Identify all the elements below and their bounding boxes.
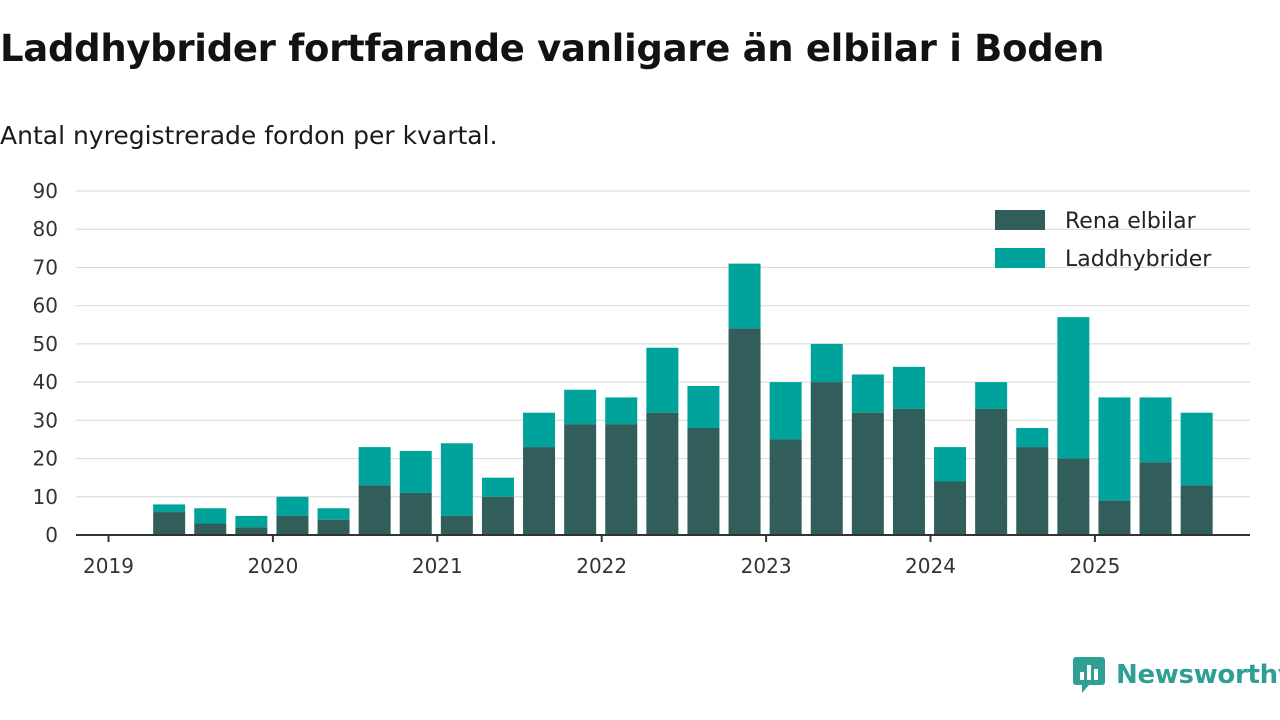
legend-label-laddhybrider: Laddhybrider bbox=[1065, 247, 1212, 272]
bar-laddhybrider bbox=[851, 374, 884, 413]
bar-laddhybrider bbox=[934, 447, 967, 482]
y-tick-label: 70 bbox=[33, 255, 58, 279]
bar-rena-elbilar bbox=[769, 439, 802, 535]
bar-rena-elbilar bbox=[153, 512, 186, 535]
bar-rena-elbilar bbox=[399, 492, 432, 535]
bar-rena-elbilar bbox=[728, 328, 761, 535]
x-tick-label: 2024 bbox=[905, 554, 956, 578]
bar-rena-elbilar bbox=[481, 496, 514, 535]
bar-laddhybrider bbox=[769, 382, 802, 440]
bar-laddhybrider bbox=[481, 477, 514, 497]
x-tick-label: 2021 bbox=[412, 554, 463, 578]
y-tick-label: 50 bbox=[33, 332, 58, 356]
bar-rena-elbilar bbox=[1016, 447, 1049, 535]
bar-laddhybrider bbox=[1180, 412, 1213, 486]
bar-laddhybrider bbox=[1016, 427, 1049, 448]
brand-logo: Newsworthy bbox=[1072, 654, 1280, 696]
bar-rena-elbilar bbox=[1180, 485, 1213, 535]
bar-laddhybrider bbox=[975, 382, 1008, 409]
bar-laddhybrider bbox=[605, 397, 638, 425]
bar-laddhybrider bbox=[523, 412, 556, 448]
bar-laddhybrider bbox=[810, 343, 843, 383]
bar-rena-elbilar bbox=[235, 527, 268, 535]
bar-laddhybrider bbox=[317, 508, 350, 520]
x-tick-label: 2023 bbox=[741, 554, 792, 578]
bar-rena-elbilar bbox=[1139, 462, 1172, 535]
bar-laddhybrider bbox=[440, 443, 473, 516]
bar-rena-elbilar bbox=[564, 424, 597, 535]
y-tick-label: 20 bbox=[33, 447, 58, 471]
bar-laddhybrider bbox=[1057, 317, 1090, 459]
bar-rena-elbilar bbox=[892, 408, 925, 535]
bar-laddhybrider bbox=[564, 389, 597, 425]
stacked-bar-chart: 0 10 20 30 40 50 60 70 80 90 2019 2020 2021 2022 2023 2… bbox=[33, 179, 1250, 578]
x-tick-label: 2019 bbox=[83, 554, 134, 578]
bar-laddhybrider bbox=[646, 347, 679, 413]
bar-laddhybrider bbox=[728, 263, 761, 329]
brand-name: Newsworthy bbox=[1116, 660, 1280, 690]
bar-rena-elbilar bbox=[810, 382, 843, 535]
bar-laddhybrider bbox=[153, 504, 186, 513]
y-tick-label: 60 bbox=[33, 294, 58, 318]
bar-rena-elbilar bbox=[975, 408, 1008, 535]
legend-swatch-laddhybrider bbox=[995, 248, 1045, 268]
bar-laddhybrider bbox=[399, 450, 432, 493]
y-tick-label: 10 bbox=[33, 485, 58, 509]
x-tick-label: 2022 bbox=[576, 554, 627, 578]
x-tick-label: 2020 bbox=[247, 554, 298, 578]
bar-rena-elbilar bbox=[194, 523, 227, 535]
bar-rena-elbilar bbox=[687, 427, 720, 535]
bar-laddhybrider bbox=[194, 508, 227, 524]
bar-rena-elbilar bbox=[440, 515, 473, 535]
bar-laddhybrider bbox=[358, 447, 391, 486]
legend-swatch-rena-elbilar bbox=[995, 210, 1045, 230]
bar-laddhybrider bbox=[892, 366, 925, 409]
y-tick-label: 0 bbox=[45, 523, 58, 547]
bar-rena-elbilar bbox=[358, 485, 391, 535]
bar-laddhybrider bbox=[1098, 397, 1131, 501]
bar-rena-elbilar bbox=[934, 481, 967, 535]
y-tick-label: 80 bbox=[33, 217, 58, 241]
bar-rena-elbilar bbox=[1098, 500, 1131, 535]
chart-title: Laddhybrider fortfarande vanligare än el… bbox=[0, 27, 1105, 70]
bar-laddhybrider bbox=[235, 515, 268, 528]
bar-rena-elbilar bbox=[317, 519, 350, 535]
bar-rena-elbilar bbox=[1057, 458, 1090, 535]
bar-laddhybrider bbox=[276, 496, 309, 516]
y-tick-label: 90 bbox=[33, 179, 58, 203]
y-tick-label: 30 bbox=[33, 408, 58, 432]
chart-subtitle: Antal nyregistrerade fordon per kvartal. bbox=[0, 121, 498, 150]
bar-rena-elbilar bbox=[276, 515, 309, 535]
y-tick-label: 40 bbox=[33, 370, 58, 394]
legend-label-rena-elbilar: Rena elbilar bbox=[1065, 209, 1197, 234]
bar-rena-elbilar bbox=[523, 447, 556, 535]
bar-laddhybrider bbox=[687, 385, 720, 428]
x-tick-label: 2025 bbox=[1069, 554, 1120, 578]
bar-laddhybrider bbox=[1139, 397, 1172, 463]
bar-rena-elbilar bbox=[605, 424, 638, 535]
newsworthy-logo-icon bbox=[1073, 657, 1105, 693]
bar-rena-elbilar bbox=[851, 412, 884, 535]
bar-rena-elbilar bbox=[646, 412, 679, 535]
